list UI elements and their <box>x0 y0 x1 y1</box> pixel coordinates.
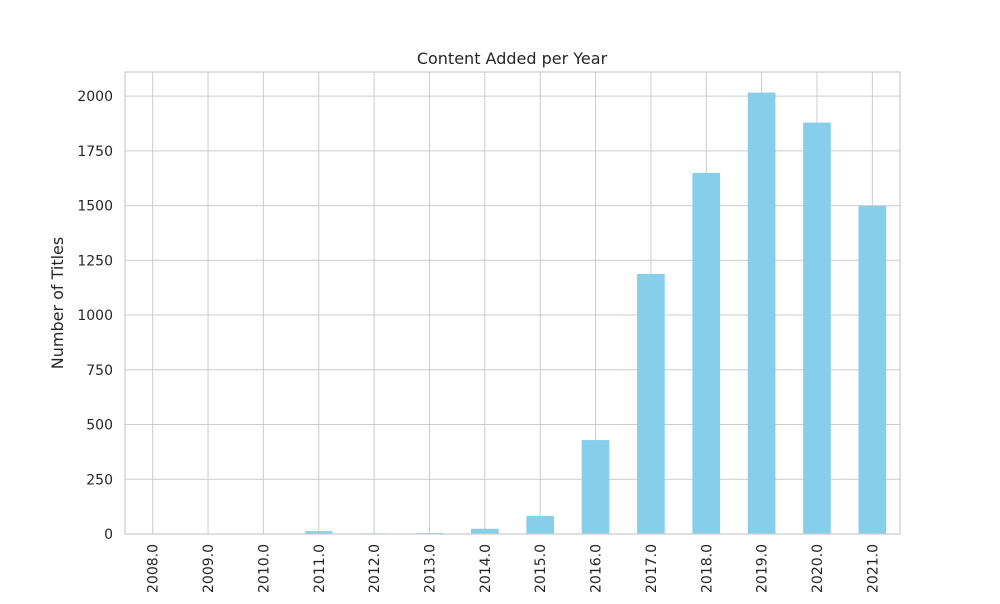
bar <box>471 529 499 534</box>
y-tick-label: 2000 <box>77 89 113 105</box>
bar <box>692 173 720 534</box>
x-tick-label: 2009.0 <box>201 544 217 593</box>
y-tick-label: 1250 <box>77 253 113 269</box>
y-tick-label: 1500 <box>77 199 113 215</box>
x-tick-label: 2013.0 <box>422 544 438 593</box>
bar-layer <box>139 93 886 534</box>
x-tick-label: 2011.0 <box>312 544 328 593</box>
x-tick-label: 2014.0 <box>478 544 494 593</box>
y-tick-label: 250 <box>86 472 113 488</box>
x-tick-label: 2018.0 <box>699 544 715 593</box>
x-tick-label: 2016.0 <box>589 544 605 593</box>
x-tick-label: 2017.0 <box>644 544 660 593</box>
x-tick-label: 2015.0 <box>533 544 549 593</box>
bar <box>637 274 665 534</box>
x-tick-label: 2020.0 <box>810 544 826 593</box>
y-tick-label: 1000 <box>77 308 113 324</box>
bar <box>526 516 554 534</box>
x-tick-label: 2019.0 <box>755 544 771 593</box>
bar <box>748 93 776 534</box>
bar <box>858 206 886 534</box>
y-tick-label: 500 <box>86 418 113 434</box>
grid-layer <box>125 72 900 534</box>
y-tick-label: 1750 <box>77 144 113 160</box>
x-tick-label: 2008.0 <box>146 544 162 593</box>
y-tick-label: 750 <box>86 363 113 379</box>
bar <box>582 440 610 534</box>
x-tick-label: 2010.0 <box>256 544 272 593</box>
chart-title: Content Added per Year <box>417 49 608 68</box>
plot-frame <box>125 72 900 534</box>
y-axis-label: Number of Titles <box>48 237 67 370</box>
y-tick-label: 0 <box>104 527 113 543</box>
x-tick-label: 2012.0 <box>367 544 383 593</box>
x-tick-label: 2021.0 <box>865 544 881 593</box>
bar <box>803 123 831 534</box>
